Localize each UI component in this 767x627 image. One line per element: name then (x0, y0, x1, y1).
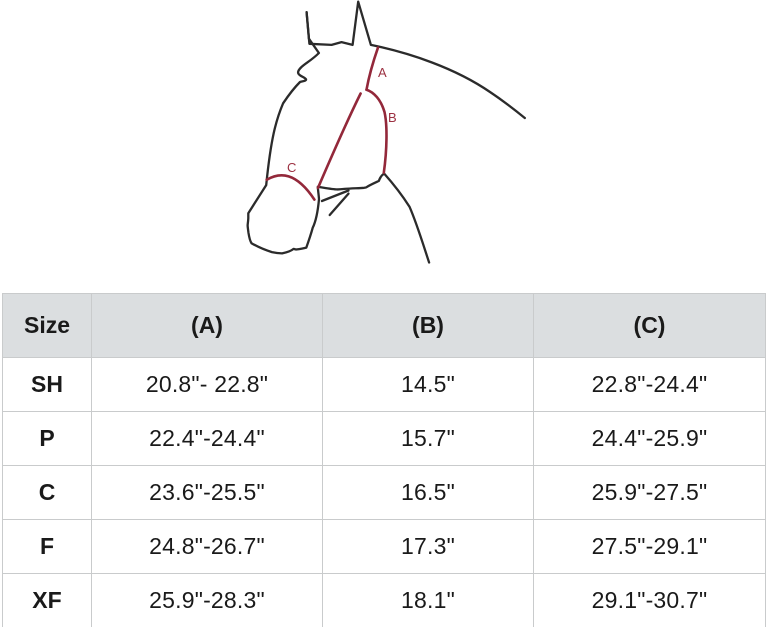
svg-text:B: B (388, 110, 397, 125)
svg-text:A: A (378, 65, 387, 80)
svg-text:C: C (287, 160, 296, 175)
